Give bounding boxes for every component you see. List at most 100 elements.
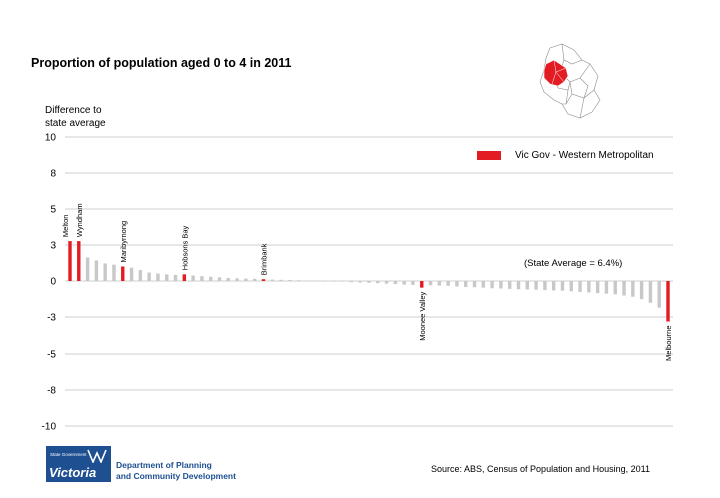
bar [534, 281, 538, 290]
bar [631, 281, 635, 297]
bar [191, 275, 195, 282]
highlight-bar [420, 281, 424, 288]
highlight-bar [121, 266, 125, 281]
bar [578, 281, 582, 292]
bar [613, 281, 617, 295]
bar [270, 279, 274, 281]
department-line2: and Community Development [116, 471, 236, 481]
bar [103, 263, 107, 281]
highlight-bar [77, 241, 81, 281]
highlight-bar [68, 241, 72, 281]
bar [296, 280, 301, 281]
bar-label: Maribyrnong [119, 221, 128, 263]
department-name: Department of Planning and Community Dev… [116, 460, 236, 482]
y-tick-label: 5 [50, 205, 56, 216]
bar [455, 281, 459, 287]
bar [551, 281, 556, 291]
y-tick-label: -10 [42, 422, 57, 433]
bar [604, 281, 609, 294]
bar [516, 281, 521, 290]
bar [367, 281, 371, 283]
y-tick-label: 10 [45, 133, 57, 144]
bar [332, 281, 336, 282]
logo-wordmark: Victoria [49, 465, 97, 480]
legend: Vic Gov - Western Metropolitan [477, 150, 654, 161]
bar-label: Hobsons Bay [180, 225, 189, 270]
bar [340, 281, 345, 282]
bar-label: Melton [61, 215, 70, 238]
bar [508, 281, 512, 289]
y-tick-label: 0 [50, 277, 56, 288]
bar [235, 278, 239, 281]
bar [499, 281, 503, 289]
bar [560, 281, 565, 291]
y-tick-label: 8 [50, 169, 56, 180]
bar [226, 277, 230, 281]
bar [411, 281, 415, 285]
bar [138, 270, 143, 281]
y-tick-label: -3 [47, 313, 56, 324]
legend-label: Vic Gov - Western Metropolitan [515, 150, 654, 161]
logo-small-text: State Government [50, 452, 87, 457]
state-average-annotation: (State Average = 6.4%) [524, 258, 623, 269]
bar [639, 281, 644, 300]
highlight-bar [182, 274, 187, 282]
legend-swatch [477, 151, 501, 160]
bar [244, 278, 248, 281]
bar [217, 277, 222, 281]
bar-label: Brimbank [260, 243, 269, 275]
y-tick-label: -8 [47, 386, 56, 397]
bar [384, 281, 389, 284]
bar [393, 281, 398, 285]
bar [437, 281, 442, 286]
bar [349, 281, 354, 283]
department-line1: Department of Planning [116, 460, 212, 470]
bar [657, 281, 661, 308]
bar [569, 281, 573, 292]
y-axis-label: Difference to state average [45, 104, 106, 130]
bar [323, 281, 327, 282]
y-axis-label-line2: state average [45, 118, 106, 129]
bar [472, 281, 477, 288]
bar [85, 257, 90, 281]
bar [279, 279, 283, 281]
bar [446, 281, 450, 286]
source-note: Source: ABS, Census of Population and Ho… [431, 464, 650, 474]
bar [305, 280, 310, 282]
victoria-logo-icon: State Government Victoria [46, 446, 111, 482]
y-tick-label: 3 [50, 241, 56, 252]
region-map-icon [539, 43, 601, 119]
bar [165, 274, 169, 282]
chart-title: Proportion of population aged 0 to 4 in … [31, 56, 292, 70]
bar [587, 281, 591, 293]
highlight-bar [666, 281, 670, 322]
bar [112, 264, 116, 282]
bar [156, 273, 160, 281]
bar [481, 281, 486, 288]
bar [129, 267, 134, 281]
y-axis-label-line1: Difference to [45, 105, 102, 116]
bar [428, 281, 433, 286]
bar [200, 276, 204, 281]
bar [314, 280, 318, 282]
bar [622, 281, 626, 296]
bar [376, 281, 380, 284]
bar [173, 274, 178, 281]
bar [490, 281, 494, 289]
bar [147, 272, 151, 281]
bar [252, 278, 257, 281]
bar [94, 260, 99, 281]
bar [358, 281, 362, 283]
logo-mark-icon [87, 449, 107, 463]
bar [525, 281, 529, 290]
bar [402, 281, 406, 285]
bar-label: Melbourne [664, 326, 673, 361]
y-tick-label: -5 [47, 350, 56, 361]
bar [288, 280, 292, 281]
bar [595, 281, 600, 294]
bar [209, 276, 213, 281]
bar [464, 281, 468, 288]
bar [543, 281, 547, 291]
bar-label: Wyndham [75, 203, 84, 237]
